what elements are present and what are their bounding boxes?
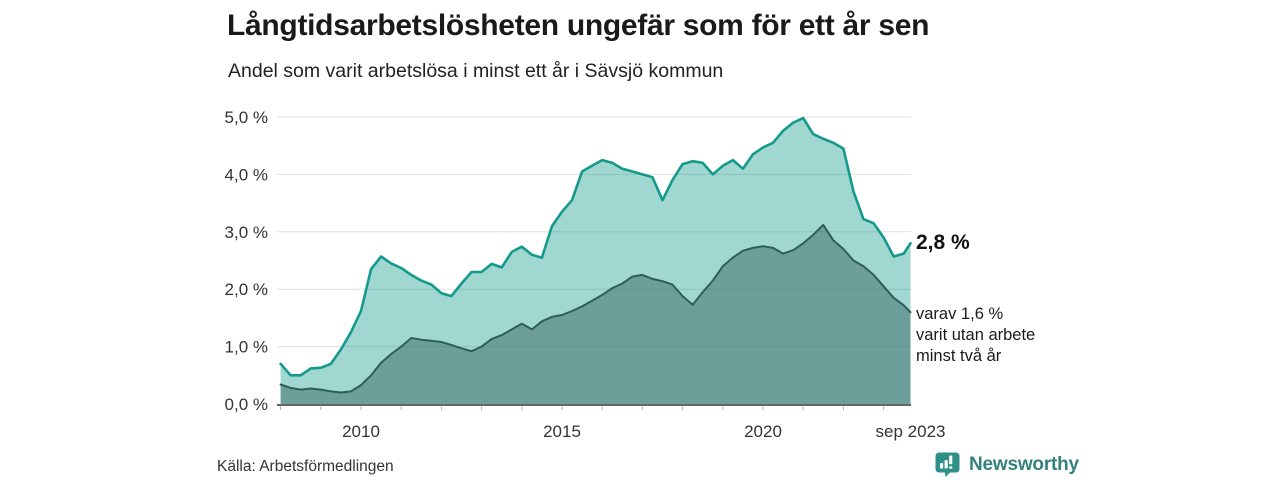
y-axis-tick-label: 5,0 % — [225, 108, 268, 127]
secondary-value-annotation: varav 1,6 % varit utan arbete minst två … — [916, 304, 1035, 367]
newsworthy-wordmark: Newsworthy — [969, 453, 1079, 475]
note-line-2: varit utan arbete — [916, 326, 1036, 344]
note-line-1: varav 1,6 % — [916, 305, 1004, 323]
page-title: Långtidsarbetslösheten ungefär som för e… — [227, 9, 930, 42]
newsworthy-chart-bubble-icon — [934, 451, 961, 478]
chart-subtitle: Andel som varit arbetslösa i minst ett å… — [228, 60, 724, 82]
source-credit: Källa: Arbetsförmedlingen — [217, 458, 394, 475]
y-axis-tick-label: 0,0 % — [225, 395, 268, 414]
y-axis-tick-label: 2,0 % — [225, 280, 268, 299]
latest-value-annotation: 2,8 % — [916, 231, 970, 254]
x-axis-tick-label: 2015 — [543, 422, 581, 441]
y-axis-tick-label: 1,0 % — [225, 338, 268, 357]
x-axis-tick-label: 2020 — [744, 422, 782, 441]
x-axis-tick-label: sep 2023 — [876, 422, 946, 441]
y-axis-tick-label: 3,0 % — [225, 223, 268, 242]
newsworthy-branding: Newsworthy — [934, 451, 1079, 478]
x-axis-tick-label: 2010 — [342, 422, 380, 441]
note-line-3: minst två år — [916, 347, 1002, 365]
y-axis-tick-label: 4,0 % — [225, 165, 268, 184]
